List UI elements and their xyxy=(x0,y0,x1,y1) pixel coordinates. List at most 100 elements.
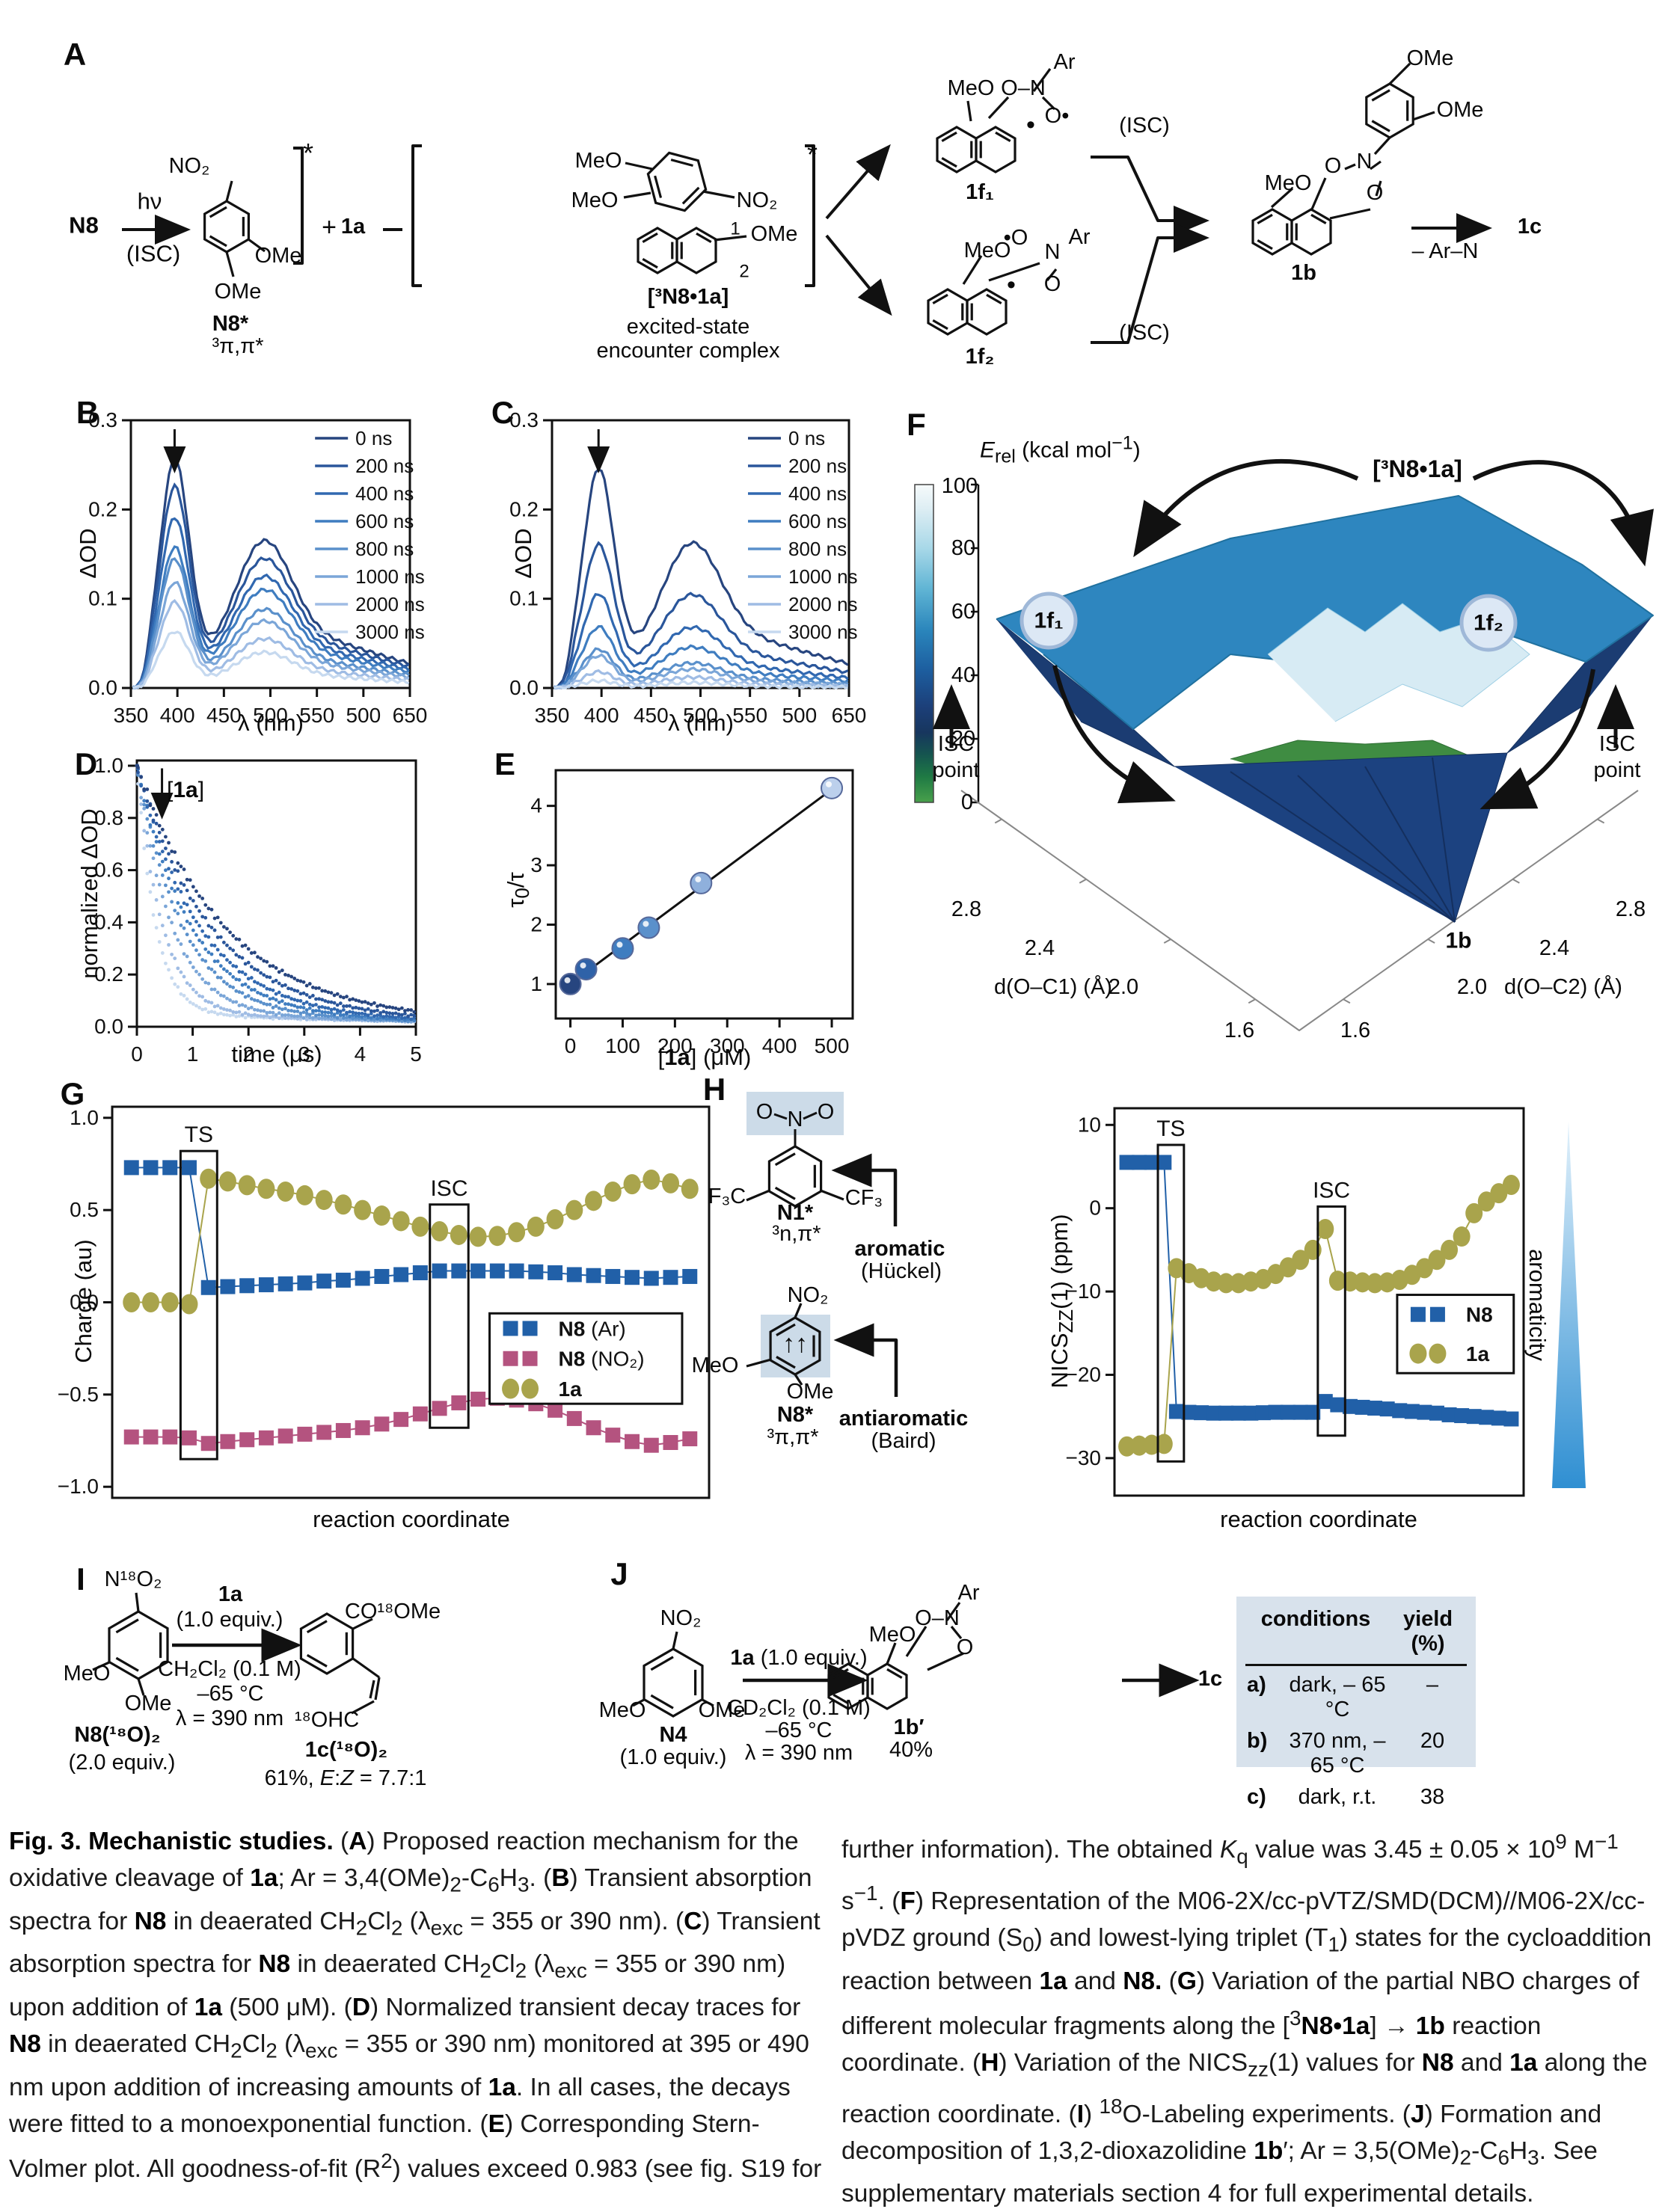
svg-text:0 ns: 0 ns xyxy=(355,427,392,449)
chem-label: O xyxy=(817,1099,835,1124)
c-ylabel: ΔOD xyxy=(510,528,536,579)
panel-f-surface-plot xyxy=(914,458,1654,1031)
svg-text:1.0: 1.0 xyxy=(94,754,123,777)
chem-label: * xyxy=(806,139,818,170)
chem-label: •O xyxy=(1003,225,1028,250)
chem-label: 20 xyxy=(951,726,976,751)
chem-label: 2.8 xyxy=(951,897,982,921)
chem-label: 1.6 xyxy=(1224,1018,1255,1042)
svg-text:300: 300 xyxy=(710,1034,745,1057)
chem-label: 1a xyxy=(218,1582,243,1606)
svg-text:0.4: 0.4 xyxy=(94,910,123,933)
chem-label: 1b xyxy=(1445,928,1472,953)
svg-text:200: 200 xyxy=(657,1034,693,1057)
chem-label: N8* xyxy=(212,311,249,336)
chem-label: (1.0 equiv.) xyxy=(619,1745,727,1769)
d-ylabel: normalized ΔOD xyxy=(76,808,102,979)
svg-text:5: 5 xyxy=(410,1042,422,1066)
chem-label: N8(¹⁸O)₂ xyxy=(74,1722,161,1747)
chem-label: N xyxy=(1044,239,1061,264)
svg-text:10: 10 xyxy=(1078,1113,1101,1136)
panel-letter-g: G xyxy=(60,1076,85,1111)
chem-label: hν xyxy=(137,188,162,215)
chem-label: + xyxy=(322,213,337,242)
svg-text:N8 (NO₂): N8 (NO₂) xyxy=(559,1348,645,1371)
panel-h-structures xyxy=(746,1092,898,1397)
svg-text:2: 2 xyxy=(530,913,542,936)
svg-text:0.0: 0.0 xyxy=(88,676,117,699)
g-xlabel: reaction coordinate xyxy=(313,1506,510,1532)
chem-label: 1c xyxy=(1198,1666,1223,1691)
svg-text:200 ns: 200 ns xyxy=(788,455,847,477)
svg-text:N8 (Ar): N8 (Ar) xyxy=(559,1317,626,1340)
chem-label: OMe xyxy=(1406,46,1454,70)
chem-label: Ar xyxy=(1068,224,1091,249)
chem-label: O• xyxy=(1044,103,1070,128)
svg-text:200 ns: 200 ns xyxy=(355,455,414,477)
svg-text:650: 650 xyxy=(393,704,428,727)
svg-text:600 ns: 600 ns xyxy=(788,510,847,532)
chem-label: ³π,π* xyxy=(212,334,264,358)
svg-text:800 ns: 800 ns xyxy=(788,538,847,560)
svg-text:450: 450 xyxy=(206,704,242,727)
chem-label: • xyxy=(1007,271,1016,300)
chem-label: Ar xyxy=(1053,49,1076,74)
chem-label: d(O–C1) (Å) xyxy=(994,974,1112,999)
chem-label: OMe xyxy=(214,279,262,304)
chem-label: point xyxy=(1593,758,1641,782)
table-row: c) dark, r.t. 38 xyxy=(1247,1785,1445,1809)
chem-label: OMe xyxy=(254,243,302,268)
chem-label: 80 xyxy=(951,535,976,560)
svg-text:350: 350 xyxy=(535,704,570,727)
panel-letter-d: D xyxy=(74,746,98,781)
chem-label: NO₂ xyxy=(736,188,778,212)
chart-e-stern-volmer: 0 100 200 300 400 500 1 2 3 4 xyxy=(530,769,854,1057)
svg-text:400: 400 xyxy=(762,1034,797,1057)
chem-label: ↑↑ xyxy=(782,1330,808,1359)
chem-label: N8 xyxy=(69,212,99,239)
svg-text:0.3: 0.3 xyxy=(509,408,539,431)
chem-label: 61%, E:Z = 7.7:1 xyxy=(264,1766,427,1790)
chem-label: OMe xyxy=(1436,97,1484,122)
chem-label: 1b xyxy=(1291,260,1316,285)
chem-label: N¹⁸O₂ xyxy=(104,1567,162,1591)
svg-text:4: 4 xyxy=(355,1042,367,1066)
svg-text:0: 0 xyxy=(131,1042,143,1066)
panel-letter-a: A xyxy=(63,37,87,72)
caption-right-column: further information). The obtained Kq va… xyxy=(841,1830,1652,2208)
panel-letter-j: J xyxy=(610,1556,628,1591)
chem-label: encounter complex xyxy=(596,338,780,363)
c-xlabel: λ (nm) xyxy=(668,710,734,736)
svg-text:−0.5: −0.5 xyxy=(58,1383,99,1406)
svg-text:TS: TS xyxy=(1156,1116,1185,1141)
chem-label: O xyxy=(1366,180,1384,205)
chem-label: CF₃ xyxy=(844,1185,883,1210)
svg-text:400: 400 xyxy=(584,704,619,727)
svg-text:350: 350 xyxy=(114,704,149,727)
panel-letter-f: F xyxy=(907,407,926,442)
chem-label: N xyxy=(1356,149,1373,173)
chem-label: (Hückel) xyxy=(861,1259,942,1283)
e-xlabel: [1a] (μM) xyxy=(657,1044,752,1070)
chem-label: MeO xyxy=(571,188,619,212)
chem-label: 1f₁ xyxy=(966,179,994,204)
panel-letter-b: B xyxy=(76,395,99,430)
svg-text:3000 ns: 3000 ns xyxy=(788,621,858,643)
svg-text:1a: 1a xyxy=(1466,1342,1490,1365)
svg-text:100: 100 xyxy=(605,1034,640,1057)
svg-text:−1.0: −1.0 xyxy=(58,1475,99,1498)
chem-label: excited-state xyxy=(626,314,750,339)
svg-text:0: 0 xyxy=(1089,1196,1101,1220)
panel-j-scheme xyxy=(632,1602,1200,1718)
table-header-yield: yield (%) xyxy=(1402,1607,1453,1656)
chem-label: F₃C xyxy=(708,1184,746,1208)
chem-label: O–N xyxy=(915,1606,960,1630)
table-divider xyxy=(1245,1664,1467,1666)
chem-label: 60 xyxy=(951,599,976,624)
svg-text:0.0: 0.0 xyxy=(94,1015,123,1038)
svg-text:0.1: 0.1 xyxy=(509,587,539,610)
d-annotation: [1a] xyxy=(166,778,205,802)
chem-label: MeO xyxy=(963,238,1011,262)
chem-label: MeO xyxy=(63,1661,111,1686)
chem-label: 1.6 xyxy=(1340,1018,1371,1042)
